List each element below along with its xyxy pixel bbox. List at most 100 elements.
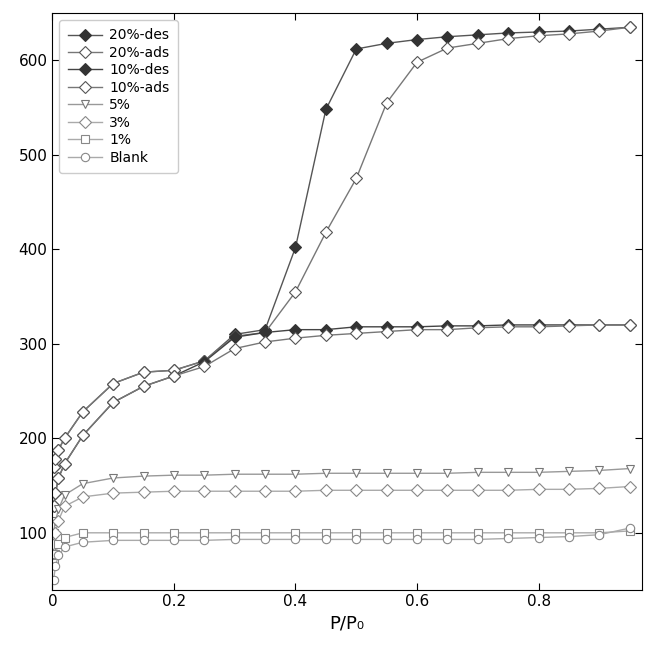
5%: [565, 468, 573, 476]
Line: 10%-des: 10%-des: [49, 321, 634, 510]
20%-ads: [595, 27, 603, 35]
20%-ads: [291, 288, 299, 296]
Blank: [61, 543, 69, 551]
1%: [474, 529, 481, 536]
20%-des: [595, 26, 603, 33]
20%-des: [443, 33, 451, 41]
20%-des: [291, 244, 299, 252]
10%-ads: [565, 322, 573, 330]
10%-ads: [291, 334, 299, 342]
Blank: [383, 536, 390, 544]
10%-des: [79, 432, 86, 440]
Blank: [261, 536, 269, 544]
20%-des: [109, 380, 117, 388]
10%-des: [52, 489, 60, 497]
5%: [383, 470, 390, 477]
10%-des: [383, 323, 390, 331]
1%: [383, 529, 390, 536]
10%-des: [504, 321, 512, 329]
3%: [170, 487, 178, 495]
20%-des: [322, 105, 330, 113]
10%-ads: [109, 398, 117, 406]
20%-ads: [52, 455, 60, 463]
20%-ads: [383, 99, 390, 107]
20%-ads: [261, 329, 269, 337]
3%: [61, 502, 69, 510]
5%: [54, 505, 62, 513]
3%: [109, 489, 117, 497]
3%: [79, 493, 86, 501]
10%-ads: [261, 338, 269, 346]
10%-ads: [54, 474, 62, 482]
10%-des: [170, 372, 178, 380]
1%: [352, 529, 360, 536]
Blank: [322, 536, 330, 544]
20%-ads: [109, 380, 117, 388]
3%: [261, 487, 269, 495]
1%: [626, 527, 633, 535]
20%-ads: [413, 58, 421, 66]
1%: [322, 529, 330, 536]
10%-des: [50, 502, 58, 510]
20%-des: [504, 29, 512, 37]
20%-des: [54, 445, 62, 453]
5%: [61, 491, 69, 499]
Line: 10%-ads: 10%-ads: [49, 321, 634, 510]
20%-des: [140, 368, 147, 376]
20%-ads: [352, 174, 360, 182]
3%: [352, 487, 360, 495]
1%: [231, 529, 238, 536]
10%-ads: [231, 345, 238, 352]
10%-des: [352, 323, 360, 331]
3%: [595, 485, 603, 493]
1%: [504, 529, 512, 536]
20%-des: [534, 28, 542, 36]
Blank: [626, 524, 633, 532]
1%: [443, 529, 451, 536]
10%-des: [61, 460, 69, 468]
5%: [52, 517, 60, 525]
20%-des: [50, 462, 58, 470]
20%-des: [413, 35, 421, 43]
20%-des: [61, 434, 69, 442]
10%-des: [413, 323, 421, 331]
Blank: [474, 536, 481, 544]
10%-ads: [79, 432, 86, 440]
Blank: [54, 552, 62, 559]
20%-ads: [61, 434, 69, 442]
10%-des: [200, 358, 208, 365]
5%: [352, 470, 360, 477]
20%-ads: [322, 229, 330, 236]
1%: [52, 550, 60, 557]
10%-des: [54, 474, 62, 482]
3%: [140, 488, 147, 496]
20%-des: [261, 326, 269, 333]
5%: [626, 464, 633, 472]
Blank: [140, 536, 147, 544]
3%: [413, 487, 421, 495]
10%-des: [291, 326, 299, 333]
3%: [291, 487, 299, 495]
Blank: [352, 536, 360, 544]
1%: [291, 529, 299, 536]
5%: [291, 470, 299, 478]
5%: [443, 470, 451, 477]
Line: 5%: 5%: [49, 464, 634, 537]
Line: Blank: Blank: [49, 524, 634, 584]
1%: [595, 529, 603, 536]
5%: [50, 529, 58, 536]
5%: [79, 479, 86, 487]
5%: [231, 470, 238, 478]
20%-des: [352, 45, 360, 53]
X-axis label: P/P₀: P/P₀: [329, 615, 365, 633]
20%-ads: [170, 366, 178, 374]
5%: [413, 470, 421, 477]
20%-ads: [200, 357, 208, 365]
Blank: [534, 534, 542, 542]
10%-ads: [170, 372, 178, 380]
10%-ads: [322, 331, 330, 339]
20%-ads: [474, 39, 481, 47]
20%-des: [200, 357, 208, 365]
10%-ads: [595, 321, 603, 329]
Line: 20%-ads: 20%-ads: [49, 23, 634, 471]
